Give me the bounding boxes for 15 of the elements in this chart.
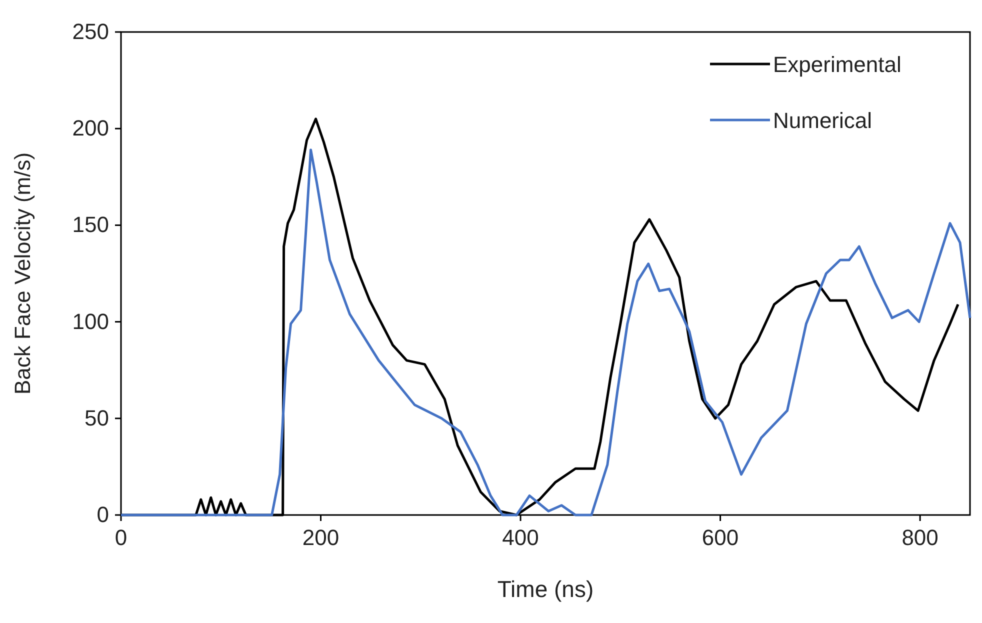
legend-label: Numerical	[773, 108, 872, 133]
y-tick-label: 0	[96, 502, 109, 527]
y-tick-label: 150	[72, 212, 109, 238]
x-axis-title: Time (ns)	[497, 576, 594, 602]
x-tick-label: 400	[502, 525, 539, 550]
x-tick-label: 0	[114, 525, 128, 550]
x-tick-label: 200	[302, 525, 340, 550]
y-tick-label: 200	[72, 116, 109, 141]
y-tick-label: 250	[72, 19, 109, 44]
legend-label: Experimental	[773, 52, 902, 77]
x-tick-label: 800	[902, 525, 938, 550]
y-tick-label: 100	[72, 308, 109, 334]
y-tick-label: 50	[84, 405, 109, 430]
x-tick-label: 600	[702, 525, 739, 550]
y-axis-title: Back Face Velocity (m/s)	[10, 152, 35, 395]
